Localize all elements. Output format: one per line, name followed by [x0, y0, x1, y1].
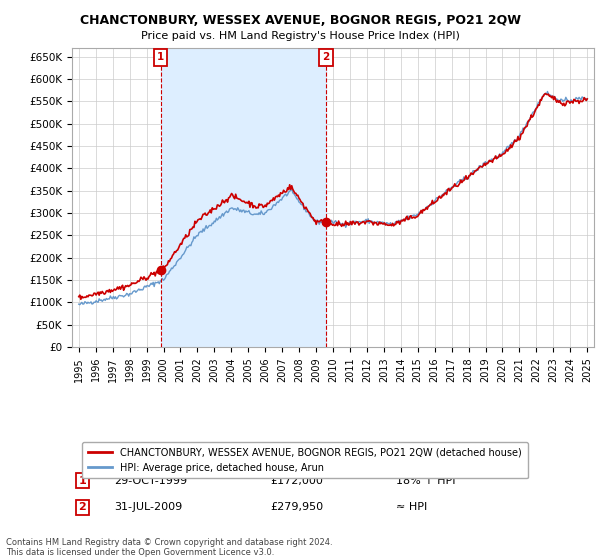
Text: 1: 1 [79, 475, 86, 486]
Text: 2: 2 [79, 502, 86, 512]
Text: CHANCTONBURY, WESSEX AVENUE, BOGNOR REGIS, PO21 2QW: CHANCTONBURY, WESSEX AVENUE, BOGNOR REGI… [79, 14, 521, 27]
Text: £279,950: £279,950 [271, 502, 323, 512]
Text: 18% ↑ HPI: 18% ↑ HPI [395, 475, 455, 486]
Text: 2: 2 [322, 53, 329, 62]
Legend: CHANCTONBURY, WESSEX AVENUE, BOGNOR REGIS, PO21 2QW (detached house), HPI: Avera: CHANCTONBURY, WESSEX AVENUE, BOGNOR REGI… [82, 442, 527, 478]
Text: £172,000: £172,000 [271, 475, 323, 486]
Text: Contains HM Land Registry data © Crown copyright and database right 2024.
This d: Contains HM Land Registry data © Crown c… [6, 538, 332, 557]
Text: ≈ HPI: ≈ HPI [395, 502, 427, 512]
Text: 1: 1 [157, 53, 164, 62]
Text: 31-JUL-2009: 31-JUL-2009 [114, 502, 182, 512]
Text: 29-OCT-1999: 29-OCT-1999 [114, 475, 187, 486]
Bar [161, 48, 326, 347]
Text: Price paid vs. HM Land Registry's House Price Index (HPI): Price paid vs. HM Land Registry's House … [140, 31, 460, 41]
